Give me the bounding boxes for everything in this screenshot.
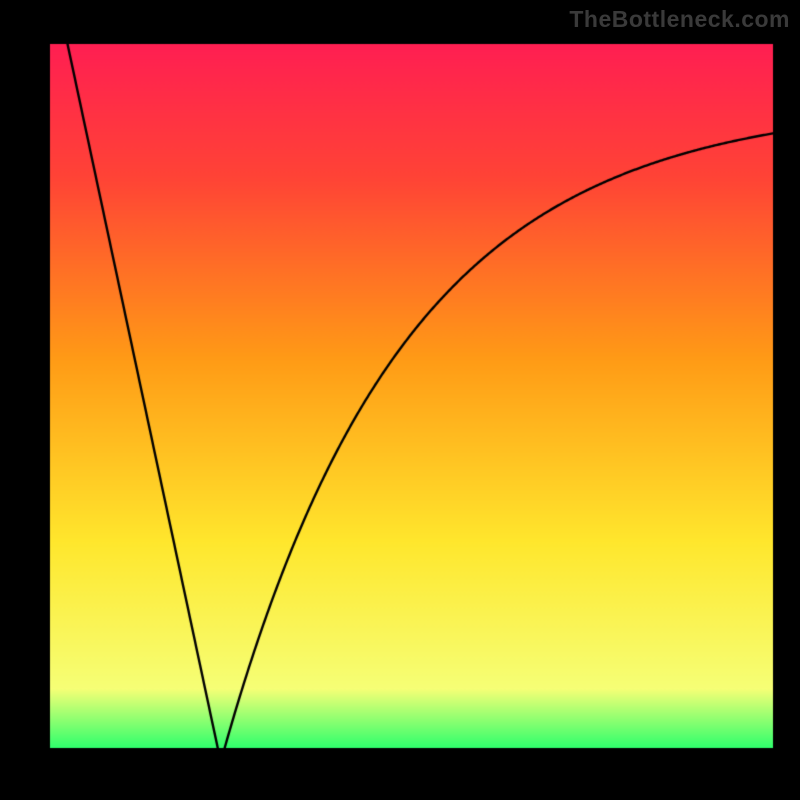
bottleneck-curve-chart xyxy=(0,0,800,800)
watermark-text: TheBottleneck.com xyxy=(569,6,790,33)
chart-stage: TheBottleneck.com xyxy=(0,0,800,800)
